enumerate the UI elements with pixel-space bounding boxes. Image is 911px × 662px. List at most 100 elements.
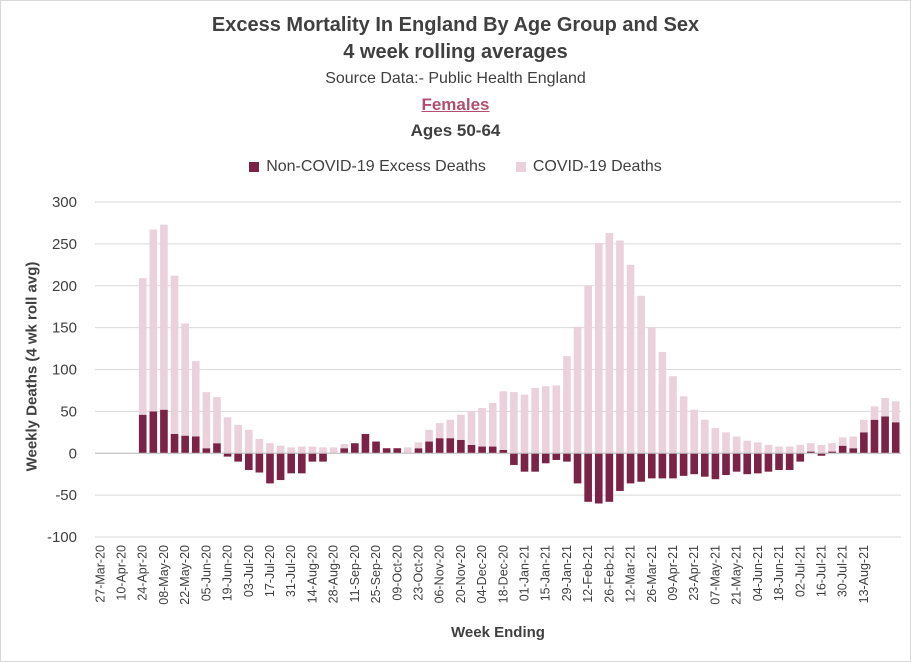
- x-tick-label: 11-Sep-20: [348, 545, 362, 602]
- bar-covid: [594, 243, 603, 454]
- bar-covid: [213, 397, 221, 444]
- bar-noncovid: [881, 416, 889, 454]
- bar-covid: [679, 396, 688, 454]
- bar-covid: [478, 408, 486, 447]
- bar-covid: [541, 386, 550, 454]
- bar-noncovid: [138, 414, 147, 454]
- x-tick-label: 25-Sep-20: [369, 545, 383, 603]
- y-tick-label: 150: [52, 320, 77, 337]
- bar-noncovid: [244, 453, 253, 470]
- bar-noncovid: [266, 453, 274, 484]
- bar-noncovid: [541, 453, 550, 464]
- y-tick-label: 0: [69, 445, 77, 462]
- y-tick-label: 300: [52, 194, 77, 211]
- bar-noncovid: [616, 453, 624, 491]
- bar-noncovid: [213, 443, 221, 454]
- bar-covid: [732, 436, 741, 454]
- bar-noncovid: [817, 453, 826, 456]
- x-tick-label: 19-Jun-20: [221, 545, 235, 601]
- bar-noncovid: [457, 439, 465, 454]
- bar-covid: [531, 387, 539, 454]
- bar-covid: [266, 443, 274, 454]
- x-tick-label: 18-Jun-21: [772, 545, 786, 601]
- bar-covid: [149, 229, 158, 412]
- bar-noncovid: [520, 453, 529, 472]
- bar-covid: [616, 240, 624, 454]
- bar-noncovid: [308, 453, 317, 462]
- x-tick-label: 23-Oct-20: [411, 545, 425, 601]
- bar-noncovid: [584, 453, 592, 502]
- bar-noncovid: [372, 441, 380, 454]
- x-tick-label: 12-Feb-21: [581, 545, 595, 603]
- bar-covid: [340, 444, 349, 449]
- x-tick-label: 29-Jan-21: [560, 545, 574, 601]
- x-tick-label: 27-Mar-20: [93, 545, 107, 603]
- bar-covid: [329, 447, 338, 454]
- bar-noncovid: [605, 453, 614, 502]
- bar-noncovid: [223, 453, 232, 457]
- x-tick-label: 22-May-20: [178, 545, 192, 605]
- bar-noncovid: [647, 453, 656, 479]
- bar-noncovid: [510, 453, 518, 465]
- x-tick-label: 13-Aug-21: [857, 545, 871, 603]
- chart-source: Source Data:- Public Health England: [325, 70, 586, 87]
- bar-noncovid: [488, 446, 497, 454]
- bar-covid: [446, 419, 455, 439]
- x-tick-label: 24-Apr-20: [136, 545, 150, 601]
- bar-noncovid: [775, 453, 783, 470]
- bar-covid: [170, 275, 179, 434]
- x-tick-label: 31-Jul-20: [284, 545, 298, 597]
- bar-covid: [223, 417, 232, 454]
- bar-covid: [849, 436, 858, 449]
- bar-noncovid: [435, 438, 444, 454]
- chart-subtitle: 4 week rolling averages: [343, 41, 568, 63]
- bar-noncovid: [149, 411, 158, 454]
- bar-covid: [817, 444, 826, 454]
- bar-covid: [807, 443, 815, 452]
- bar-covid: [457, 414, 465, 440]
- bar-noncovid: [340, 448, 349, 454]
- x-tick-label: 26-Feb-21: [602, 545, 616, 603]
- bar-noncovid: [828, 451, 836, 454]
- bar-covid: [191, 361, 200, 437]
- bar-covid: [414, 442, 423, 449]
- bar-covid: [605, 232, 614, 454]
- bar-covid: [743, 440, 752, 454]
- bar-covid: [244, 429, 253, 454]
- age-label: Ages 50-64: [410, 121, 501, 140]
- x-tick-label: 08-May-20: [157, 545, 171, 605]
- bar-noncovid: [191, 436, 200, 454]
- x-tick-label: 17-Jul-20: [263, 545, 277, 597]
- x-tick-label: 06-Nov-20: [433, 545, 447, 603]
- x-tick-label: 10-Apr-20: [115, 545, 129, 601]
- bar-covid: [881, 397, 889, 417]
- y-axis-label: Weekly Deaths (4 wk roll avg): [23, 261, 41, 472]
- bar-noncovid: [891, 422, 900, 454]
- bar-covid: [838, 437, 847, 446]
- x-tick-label: 01-Jan-21: [518, 545, 532, 601]
- bar-covid: [860, 419, 868, 433]
- bar-noncovid: [626, 453, 635, 484]
- bar-covid: [181, 323, 189, 436]
- legend-label-noncovid: Non-COVID-19 Excess Deaths: [266, 158, 486, 175]
- legend-swatch-covid: [515, 162, 526, 172]
- bar-noncovid: [722, 453, 730, 476]
- bar-noncovid: [181, 435, 189, 454]
- bar-noncovid: [690, 453, 699, 475]
- bar-covid: [563, 356, 571, 454]
- y-tick-label: 50: [60, 403, 77, 420]
- x-tick-label: 30-Jul-21: [836, 545, 850, 597]
- bar-noncovid: [393, 448, 402, 454]
- x-axis-label: Week Ending: [451, 624, 545, 641]
- bar-covid: [160, 224, 168, 410]
- bar-noncovid: [255, 453, 264, 473]
- legend-label-covid: COVID-19 Deaths: [532, 158, 662, 175]
- bar-noncovid: [807, 451, 815, 454]
- x-tick-label: 09-Oct-20: [390, 545, 404, 601]
- bar-noncovid: [764, 453, 773, 472]
- bar-covid: [785, 446, 794, 454]
- x-tick-label: 04-Dec-20: [475, 545, 489, 603]
- bar-noncovid: [711, 453, 720, 480]
- bar-covid: [754, 442, 762, 454]
